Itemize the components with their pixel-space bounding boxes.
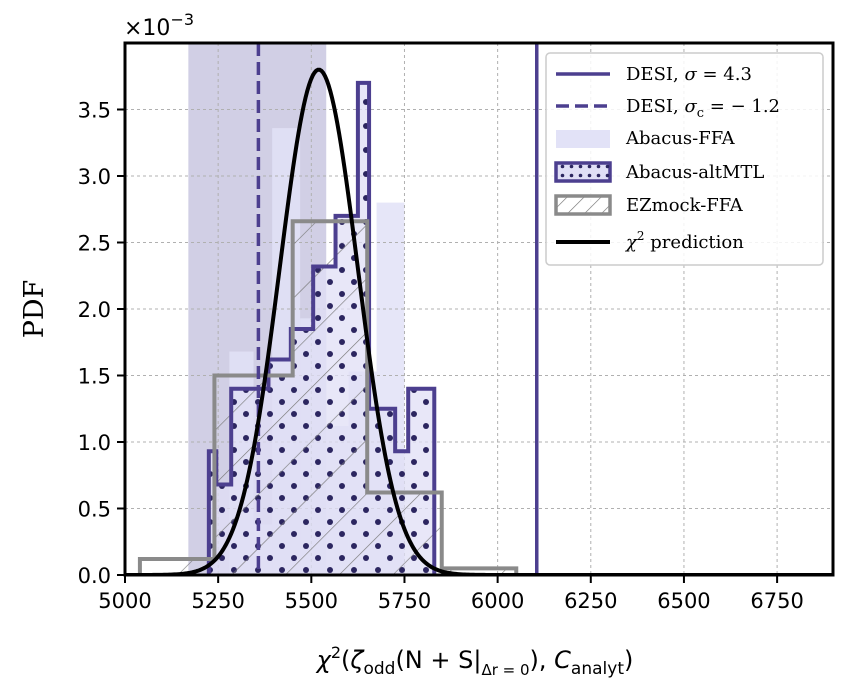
y-axis-ticks: 0.0 0.5 1.0 1.5 2.0 2.5 3.0 3.5 [78,99,125,588]
legend-chi2-label: χ2 prediction [624,229,744,253]
x-tick-label: 6750 [750,589,803,613]
y-tick-label: 3.0 [78,165,111,189]
y-tick-label: 1.5 [78,365,111,389]
x-tick-label: 5000 [98,589,151,613]
y-tick-label: 2.5 [78,232,111,256]
x-axis-ticks: 5000 5250 5500 5750 6000 6250 6500 6750 [98,575,804,613]
y-tick-label: 2.0 [78,298,111,322]
y-tick-label: 0.0 [78,564,111,588]
x-tick-label: 6250 [564,589,617,613]
legend-ezmock-swatch [554,194,612,216]
legend-abacus-ffa-label: Abacus-FFA [625,128,736,149]
abacus-altmtl-outline [206,80,437,575]
x-axis-title: χ2(ζodd(N + S|Δr = 0), Canalyt) [315,643,634,679]
legend-abacus-ffa-swatch [556,130,610,148]
legend-abacus-altmtl-label: Abacus-altMTL [625,162,764,183]
x-tick-label: 5500 [285,589,338,613]
y-tick-label: 0.5 [78,498,111,522]
x-tick-label: 5750 [378,589,431,613]
legend-abacus-altmtl-dots [556,163,610,181]
y-axis-title: PDF [19,280,50,339]
x-tick-label: 5250 [191,589,244,613]
y-tick-label: 3.5 [78,99,111,123]
y-scale-factor: ×10−3 [124,10,194,41]
ezmock-ffa-hatch [139,221,517,575]
x-tick-label: 6000 [471,589,524,613]
legend-desi-dashed-label: DESI, σc = − 1.2 [626,96,780,121]
legend-desi-solid-label: DESI, σ = 4.3 [626,64,752,85]
legend-ezmock-label: EZmock-FFA [626,195,744,216]
legend-box [545,52,824,266]
legend: DESI, σ = 4.3 DESI, σc = − 1.2 Abacus-FF… [545,52,824,266]
ezmock-ffa-outline [137,219,519,575]
x-tick-label: 6500 [657,589,710,613]
y-tick-label: 1.0 [78,431,111,455]
